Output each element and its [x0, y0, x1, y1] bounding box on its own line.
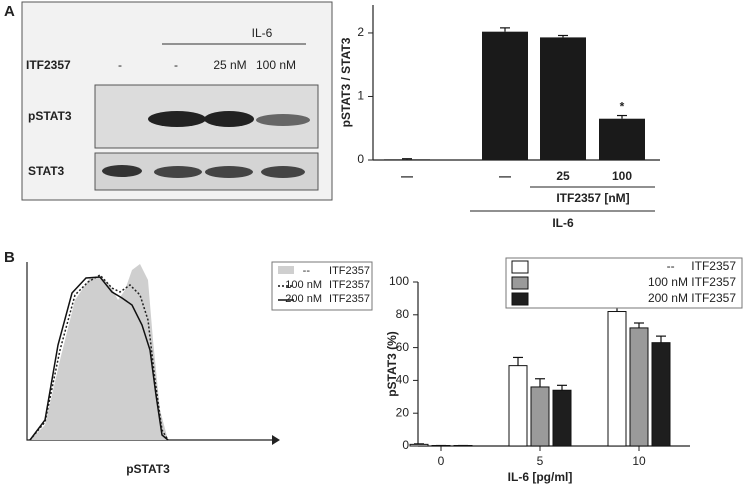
dose: 25 nM — [213, 58, 246, 72]
axis-arrow — [272, 435, 280, 445]
y-tick-label: 0 — [402, 438, 409, 452]
flow-area — [30, 264, 168, 440]
legend-text: 200 nM — [285, 293, 322, 305]
group-label: IL-6 — [552, 216, 574, 230]
y-tick-label: 0 — [357, 152, 364, 166]
band — [204, 111, 254, 127]
x-axis-label: pSTAT3 — [126, 462, 170, 476]
bar — [651, 342, 671, 447]
band — [205, 166, 253, 178]
legend-text: ITF2357 — [329, 293, 370, 305]
legend-text: -- — [303, 265, 311, 277]
band — [154, 166, 202, 178]
legend-text: ITF2357 — [329, 279, 370, 291]
x-tick-label: 100 — [612, 169, 632, 183]
y-axis-label: pSTAT3 (%) — [385, 331, 399, 397]
group-label: ITF2357 [nM] — [556, 191, 629, 205]
x-tick-label: 5 — [537, 454, 544, 468]
bar — [508, 365, 528, 447]
bar — [552, 389, 572, 447]
panel-label: A — [4, 3, 15, 20]
dose: - — [118, 58, 122, 72]
legend-text: 100 nM ITF2357 — [648, 275, 736, 289]
band — [256, 114, 310, 126]
blot-treatment: IL-6 — [252, 26, 273, 40]
legend-text: -- ITF2357 — [667, 259, 737, 273]
y-tick-label: 20 — [396, 405, 410, 419]
x-axis-label: IL-6 [pg/ml] — [508, 470, 573, 484]
flow-line — [29, 276, 169, 441]
y-tick-label: 100 — [389, 274, 409, 288]
blot-row-label: pSTAT3 — [28, 109, 72, 123]
flow-axes — [26, 262, 272, 441]
dose: - — [174, 58, 178, 72]
legend — [505, 257, 743, 309]
legend-swatch — [511, 260, 529, 274]
band — [261, 166, 305, 178]
x-tick-label: 0 — [438, 454, 445, 468]
bar — [409, 443, 429, 447]
bar — [629, 327, 649, 447]
blot-drug: ITF2357 — [26, 58, 71, 72]
legend-swatch — [511, 292, 529, 306]
x-tick-label: 10 — [632, 454, 646, 468]
legend-text: ITF2357 — [329, 265, 370, 277]
y-tick-label: 2 — [357, 25, 364, 39]
blot-row-label: STAT3 — [28, 164, 65, 178]
legend-text: 200 nM ITF2357 — [648, 291, 736, 305]
x-tick-label: — — [401, 169, 413, 183]
bar — [482, 31, 528, 160]
x-tick-label: — — [499, 169, 511, 183]
significance-label: * — [620, 100, 625, 114]
bar — [384, 159, 430, 160]
bar — [540, 37, 586, 161]
band — [102, 165, 142, 177]
bar — [530, 386, 550, 447]
y-tick-label: 1 — [357, 89, 364, 103]
y-axis-label: pSTAT3 / STAT3 — [339, 37, 353, 127]
bar — [607, 311, 627, 447]
panel-label: B — [4, 249, 15, 266]
bar — [599, 118, 645, 160]
legend-text: 100 nM — [285, 279, 322, 291]
y-tick-label: 80 — [396, 307, 410, 321]
flow-line — [29, 274, 169, 441]
band — [148, 111, 206, 127]
x-tick-label: 25 — [556, 169, 570, 183]
y-tick-label: 60 — [396, 340, 410, 354]
dose: 100 nM — [256, 58, 296, 72]
legend-swatch — [511, 276, 529, 290]
y-tick-label: 40 — [396, 373, 410, 387]
legend-swatch — [278, 266, 294, 274]
